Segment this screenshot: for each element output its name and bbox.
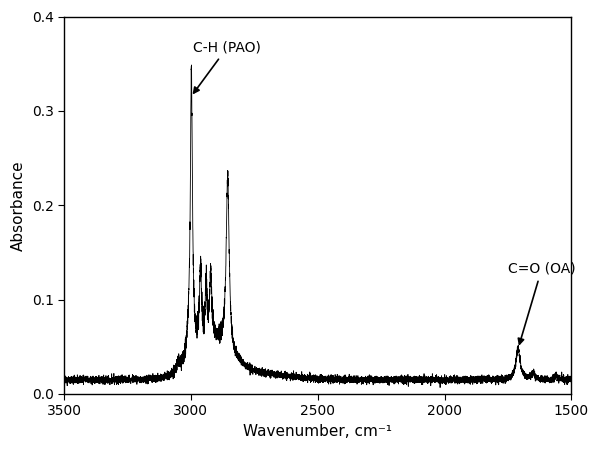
Y-axis label: Absorbance: Absorbance [11, 160, 26, 251]
Text: C-H (PAO): C-H (PAO) [193, 40, 262, 93]
Text: C=O (OA): C=O (OA) [508, 262, 575, 344]
X-axis label: Wavenumber, cm⁻¹: Wavenumber, cm⁻¹ [243, 424, 392, 439]
